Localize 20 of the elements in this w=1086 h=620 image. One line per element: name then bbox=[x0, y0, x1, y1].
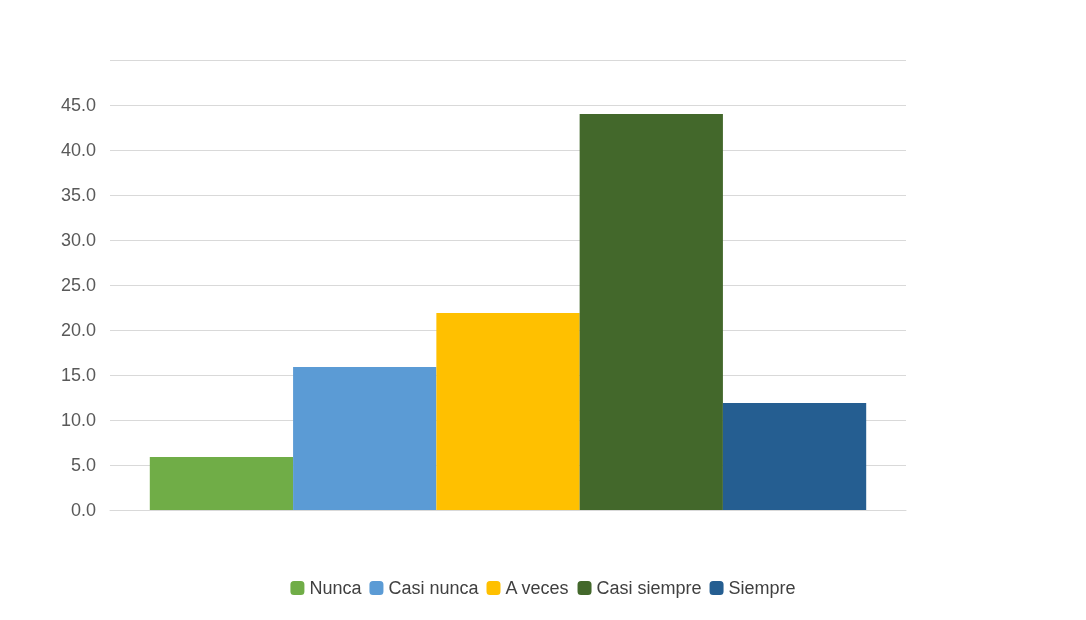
legend-label: A veces bbox=[505, 578, 569, 598]
y-tick-label: 25.0 bbox=[60, 275, 96, 295]
legend-label: Siempre bbox=[728, 578, 796, 598]
bar bbox=[436, 312, 580, 510]
legend-label: Casi siempre bbox=[596, 578, 702, 598]
y-tick-label: 20.0 bbox=[60, 320, 96, 340]
legend-label: Nunca bbox=[309, 578, 363, 598]
y-tick-label: 0.0 bbox=[70, 500, 96, 520]
y-tick-label: 30.0 bbox=[60, 230, 96, 250]
y-tick-label: 15.0 bbox=[60, 365, 96, 385]
bar bbox=[149, 456, 294, 510]
y-tick-label: 45.0 bbox=[60, 95, 96, 115]
y-tick-label: 40.0 bbox=[60, 140, 96, 160]
bar bbox=[722, 402, 867, 510]
bar bbox=[293, 366, 437, 510]
y-tick-label: 35.0 bbox=[60, 185, 96, 205]
y-tick-label: 10.0 bbox=[60, 410, 96, 430]
bar bbox=[579, 114, 723, 510]
legend-label: Casi nunca bbox=[388, 578, 480, 598]
y-tick-label: 5.0 bbox=[70, 455, 96, 475]
